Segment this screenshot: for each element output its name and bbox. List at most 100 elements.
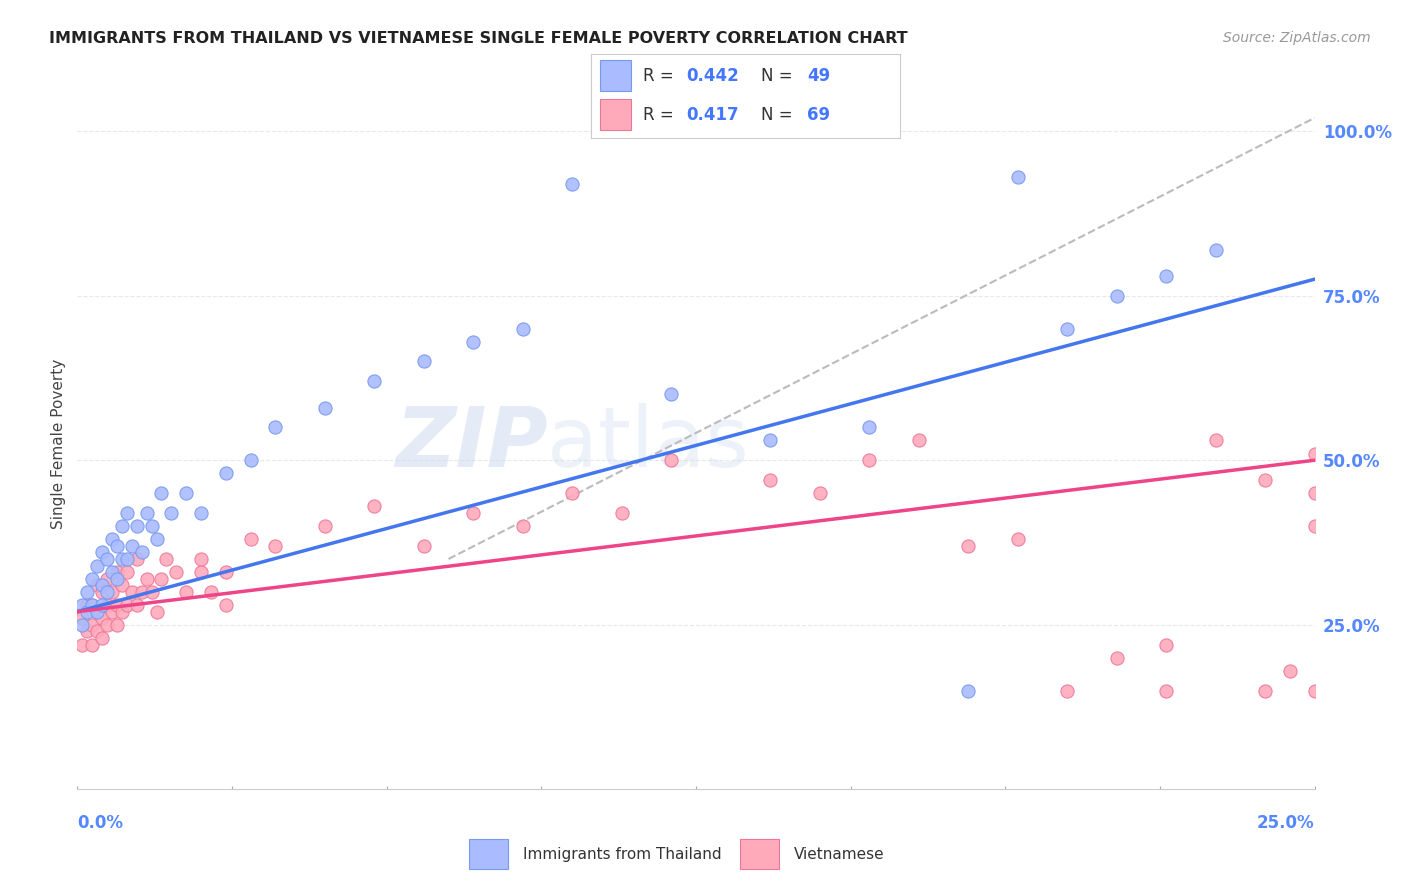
Point [86, 624, 108, 639]
Point [1278, 664, 1301, 678]
Point [96, 552, 118, 566]
Point [72, 638, 94, 652]
Point [76, 624, 98, 639]
Point [1303, 486, 1326, 500]
Bar [740, 839, 779, 869]
Text: R =: R = [643, 67, 673, 85]
Text: R =: R = [643, 105, 673, 123]
Point [101, 565, 124, 579]
Point [463, 334, 485, 349]
Point [1254, 683, 1277, 698]
Text: 49: 49 [807, 67, 831, 85]
Point [141, 585, 163, 599]
Text: 25.0%: 25.0% [1257, 814, 1315, 831]
Point [145, 605, 167, 619]
Point [82, 572, 104, 586]
Point [96, 572, 118, 586]
Point [96, 585, 118, 599]
Point [858, 453, 880, 467]
Point [907, 434, 929, 448]
Point [759, 473, 782, 487]
Point [264, 539, 287, 553]
Point [96, 617, 118, 632]
Point [1007, 533, 1029, 547]
Point [86, 605, 108, 619]
Point [101, 605, 124, 619]
Point [135, 506, 157, 520]
Point [1154, 683, 1177, 698]
Bar [470, 839, 509, 869]
Point [1154, 268, 1177, 283]
Point [190, 552, 212, 566]
Point [190, 565, 212, 579]
Point [150, 572, 173, 586]
Point [463, 506, 485, 520]
Point [121, 585, 143, 599]
Point [264, 420, 287, 434]
Point [76, 585, 98, 599]
Point [1205, 434, 1227, 448]
Point [174, 486, 197, 500]
Point [96, 598, 118, 612]
Point [101, 533, 124, 547]
Point [1007, 170, 1029, 185]
Point [215, 467, 238, 481]
Point [561, 486, 583, 500]
Point [105, 565, 128, 579]
Point [314, 401, 336, 415]
Point [215, 565, 238, 579]
Point [105, 617, 128, 632]
Point [412, 539, 434, 553]
Point [91, 585, 114, 599]
Point [125, 519, 148, 533]
Point [115, 565, 138, 579]
Point [1056, 683, 1078, 698]
Point [72, 611, 94, 625]
Text: 0.417: 0.417 [686, 105, 740, 123]
Point [1205, 243, 1227, 257]
Point [82, 617, 104, 632]
Point [1303, 683, 1326, 698]
Point [125, 552, 148, 566]
Point [105, 598, 128, 612]
Text: IMMIGRANTS FROM THAILAND VS VIETNAMESE SINGLE FEMALE POVERTY CORRELATION CHART: IMMIGRANTS FROM THAILAND VS VIETNAMESE S… [49, 31, 908, 46]
Point [858, 420, 880, 434]
Point [215, 598, 238, 612]
Bar [600, 61, 631, 91]
Point [561, 177, 583, 191]
Point [115, 598, 138, 612]
Point [105, 572, 128, 586]
Text: N =: N = [761, 105, 792, 123]
Text: 0.0%: 0.0% [77, 814, 124, 831]
Point [91, 598, 114, 612]
Point [1105, 650, 1128, 665]
Point [91, 611, 114, 625]
Text: Vietnamese: Vietnamese [793, 847, 884, 862]
Point [363, 500, 385, 514]
Point [1254, 473, 1277, 487]
Point [1303, 519, 1326, 533]
Point [72, 598, 94, 612]
Point [239, 533, 262, 547]
Point [91, 545, 114, 559]
Point [1105, 288, 1128, 302]
Text: 69: 69 [807, 105, 830, 123]
Text: 0.442: 0.442 [686, 67, 740, 85]
Point [155, 552, 177, 566]
Bar [600, 99, 631, 130]
Point [808, 486, 831, 500]
Point [121, 539, 143, 553]
Point [76, 605, 98, 619]
Point [111, 578, 134, 592]
Point [759, 434, 782, 448]
Point [86, 578, 108, 592]
Point [115, 552, 138, 566]
Point [314, 519, 336, 533]
Y-axis label: Single Female Poverty: Single Female Poverty [51, 359, 66, 529]
Point [86, 558, 108, 573]
Point [86, 605, 108, 619]
Point [111, 519, 134, 533]
Point [72, 617, 94, 632]
Point [82, 598, 104, 612]
Point [190, 506, 212, 520]
